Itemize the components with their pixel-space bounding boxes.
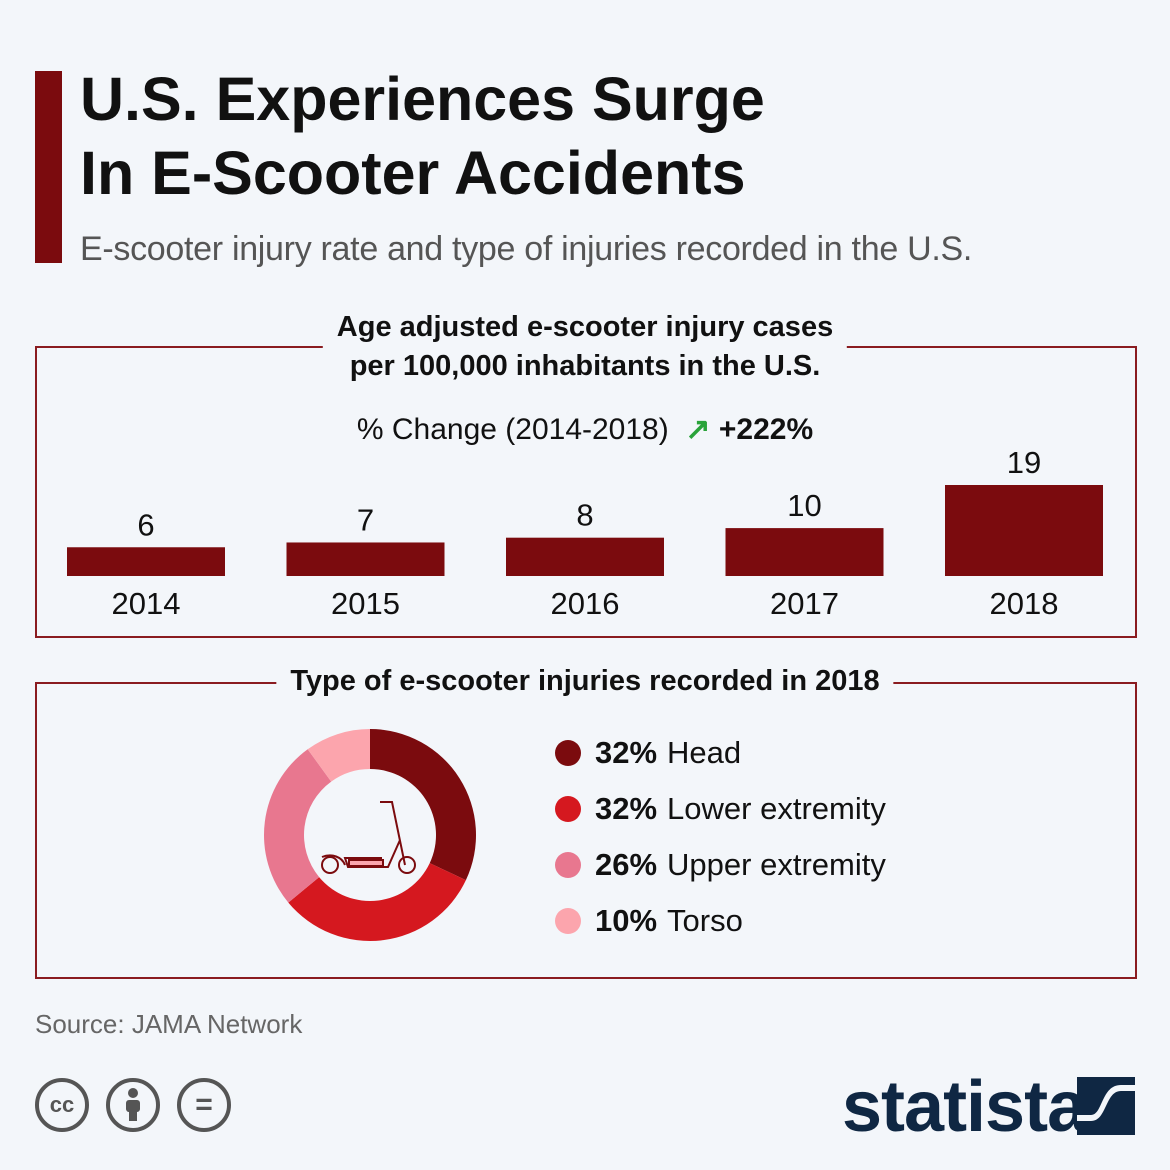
donut-legend: 32% Head 32% Lower extremity 26% Upper extrem… (555, 725, 886, 949)
x-tick-label: 2018 (990, 586, 1059, 621)
legend-dot-icon (555, 852, 581, 878)
cc-icon: cc (35, 1078, 89, 1132)
legend-pct: 26% (595, 847, 658, 882)
attribution-icon (106, 1078, 160, 1132)
legend-label: Head (667, 735, 742, 770)
bar-value-label: 7 (357, 502, 374, 537)
bar-2015 (286, 542, 445, 576)
legend-dot-icon (555, 796, 581, 822)
donut-chart-title: Type of e-scooter injuries recorded in 2… (276, 662, 894, 701)
legend-item: 32% Head (555, 725, 886, 781)
logo-text: statista (842, 1067, 1087, 1147)
source: Source: JAMA Network (35, 1009, 303, 1039)
bar-value-label: 10 (787, 488, 821, 523)
legend-item: 32% Lower extremity (555, 781, 886, 837)
bar-2014 (67, 547, 225, 576)
legend-label: Torso (667, 903, 743, 938)
donut-slice-lower-extremity (288, 863, 466, 941)
bar-chart: 6 2014 7 2015 8 2016 10 2017 19 2018 (67, 445, 1103, 621)
x-tick-label: 2015 (331, 586, 400, 621)
bar-2018 (945, 485, 1103, 576)
statista-logo-icon (1077, 1077, 1135, 1135)
no-derivatives-icon: = (177, 1078, 231, 1132)
title-line-2: In E-Scooter Accidents (80, 139, 746, 207)
bar-chart-title-line2: per 100,000 inhabitants in the U.S. (349, 350, 821, 382)
arrow-up-right-icon: ↗ (677, 413, 711, 446)
title-line-1: U.S. Experiences Surge (80, 65, 765, 133)
subtitle: E-scooter injury rate and type of injuri… (80, 230, 972, 268)
bar-chart-title: Age adjusted e-scooter injury cases per … (322, 308, 848, 386)
title-accent-bar (35, 71, 62, 263)
donut-slice-torso (307, 729, 370, 782)
scooter-icon (321, 801, 416, 874)
legend-item: 26% Upper extremity (555, 837, 886, 893)
bar-chart-title-line1: Age adjusted e-scooter injury cases (336, 311, 834, 343)
legend-label: Lower extremity (667, 791, 886, 826)
legend-pct: 32% (595, 791, 658, 826)
legend-dot-icon (555, 908, 581, 934)
x-tick-label: 2016 (551, 586, 620, 621)
legend-dot-icon (555, 740, 581, 766)
statista-logo: statista (842, 1066, 1087, 1148)
donut-slice-upper-extremity (264, 749, 332, 903)
bar-2017 (725, 528, 884, 576)
legend-label: Upper extremity (667, 847, 886, 882)
bar-value-label: 19 (1007, 445, 1041, 480)
legend-pct: 10% (595, 903, 658, 938)
legend-item: 10% Torso (555, 893, 886, 949)
percent-change: % Change (2014-2018) ↗ +222% (0, 412, 1170, 447)
bar-value-label: 6 (137, 507, 154, 542)
page-title: U.S. Experiences Surge In E-Scooter Acci… (80, 62, 765, 210)
bar-2016 (506, 537, 664, 576)
legend-pct: 32% (595, 735, 658, 770)
change-value: +222% (718, 413, 814, 446)
donut-slice-head (370, 729, 476, 881)
x-tick-label: 2014 (112, 586, 181, 621)
person-icon (126, 1088, 140, 1121)
bar-value-label: 8 (576, 498, 593, 533)
change-label: % Change (2014-2018) (356, 413, 669, 446)
x-tick-label: 2017 (770, 586, 839, 621)
donut-chart (264, 729, 476, 941)
